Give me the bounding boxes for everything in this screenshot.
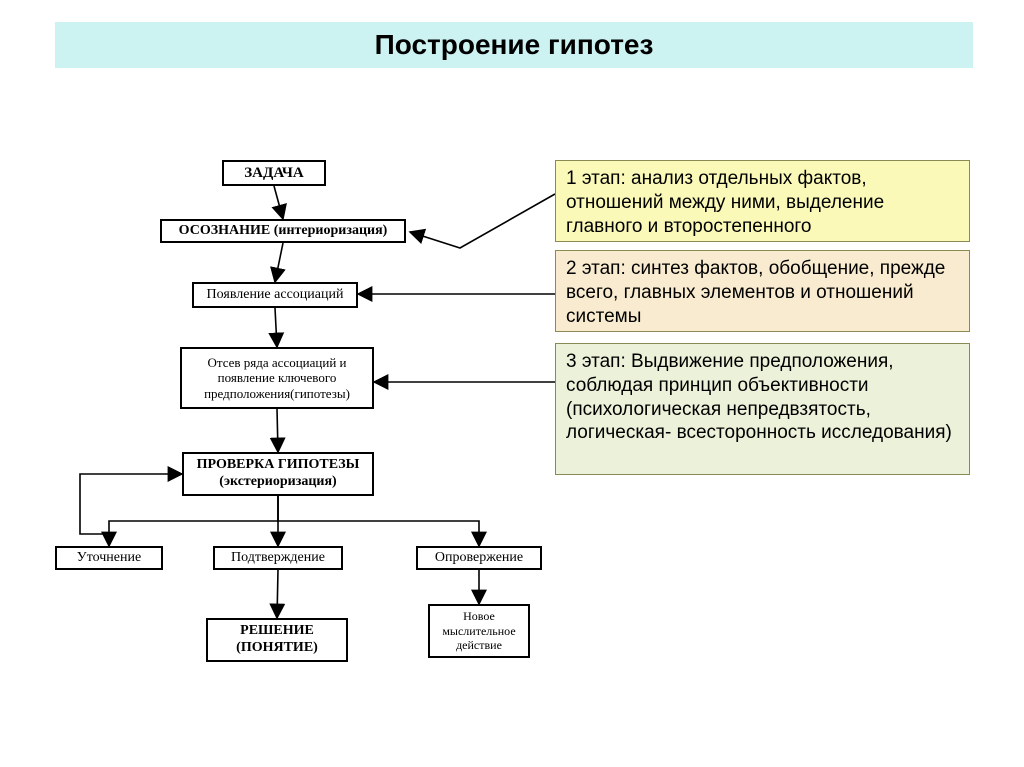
flow-node-n_clarify: Уточнение <box>55 546 163 570</box>
flow-node-n_check: ПРОВЕРКА ГИПОТЕЗЫ (экстериоризация) <box>182 452 374 496</box>
edge-n_assoc-n_filter <box>275 308 277 347</box>
page-title: Построение гипотез <box>55 22 973 68</box>
edge-clarify-loop <box>80 474 182 546</box>
flow-node-n_filter: Отсев ряда ассоциаций и появление ключев… <box>180 347 374 409</box>
edge-n_check-n_reject <box>278 496 479 546</box>
edge-n_aware-n_assoc <box>275 243 283 282</box>
edge-stage1-pointer <box>410 194 555 248</box>
flow-node-n_solve: РЕШЕНИЕ (ПОНЯТИЕ) <box>206 618 348 662</box>
flow-node-n_confirm: Подтверждение <box>213 546 343 570</box>
edge-n_check-n_clarify <box>109 496 278 546</box>
stage-box-stage1: 1 этап: анализ отдельных фактов, отношен… <box>555 160 970 242</box>
flow-node-n_newact: Новое мыслительное действие <box>428 604 530 658</box>
flow-node-n_aware: ОСОЗНАНИЕ (интериоризация) <box>160 219 406 243</box>
edge-n_task-n_aware <box>274 186 283 219</box>
flow-node-n_task: ЗАДАЧА <box>222 160 326 186</box>
stage-box-stage3: 3 этап: Выдвижение предположения, соблюд… <box>555 343 970 475</box>
page-title-text: Построение гипотез <box>375 29 654 60</box>
edge-n_confirm-n_solve <box>277 570 278 618</box>
flow-node-n_assoc: Появление ассоциаций <box>192 282 358 308</box>
flow-node-n_reject: Опровержение <box>416 546 542 570</box>
stage-box-stage2: 2 этап: синтез фактов, обобщение, прежде… <box>555 250 970 332</box>
edge-n_filter-n_check <box>277 409 278 452</box>
diagram-stage: Построение гипотез ЗАДАЧА ОСОЗНАНИЕ (инте… <box>0 0 1024 767</box>
